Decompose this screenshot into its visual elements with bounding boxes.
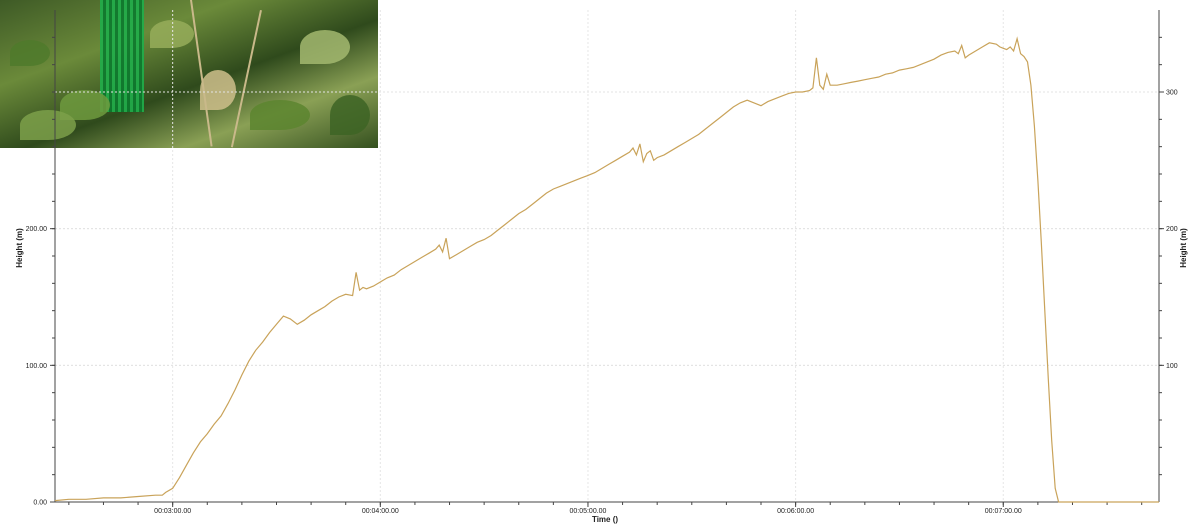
grid-lines	[55, 10, 1159, 502]
x-tick-label: 00:06:00.00	[777, 508, 814, 515]
leaf-shape	[150, 20, 194, 48]
leaf-shape	[250, 100, 310, 130]
x-tick-label: 00:07:00.00	[985, 508, 1022, 515]
leaf-shape	[300, 30, 350, 64]
leaf-shape	[20, 110, 76, 140]
x-tick-label: 00:04:00.00	[362, 508, 399, 515]
leaf-shape	[10, 40, 50, 66]
left-y-axis-title: Height (m)	[15, 228, 24, 268]
right-tick-label: 300	[1166, 90, 1178, 97]
right-tick-label: 200	[1166, 226, 1178, 233]
left-tick-label: 0.00	[33, 500, 47, 507]
green-stake-shape	[100, 0, 144, 112]
x-tick-label: 00:05:00.00	[569, 508, 606, 515]
right-tick-label: 100	[1166, 363, 1178, 370]
x-axis: 00:03:00.00 00:04:00.00 00:05:00.00 00:06:0…	[68, 502, 1143, 515]
leaf-shape	[330, 95, 370, 135]
left-y-axis: 0.00 100.00 200.00	[26, 36, 55, 507]
axes	[54, 10, 1160, 503]
left-tick-label: 200.00	[26, 226, 48, 233]
right-y-axis: 100 200 300	[1159, 36, 1178, 476]
x-tick-label: 00:03:00.00	[154, 508, 191, 515]
series-line	[54, 36, 1159, 503]
left-tick-label: 100.00	[26, 363, 48, 370]
x-axis-title: Time ()	[592, 515, 618, 524]
right-y-axis-title: Height (m)	[1179, 228, 1188, 268]
inset-photo-vegetation	[0, 0, 378, 148]
